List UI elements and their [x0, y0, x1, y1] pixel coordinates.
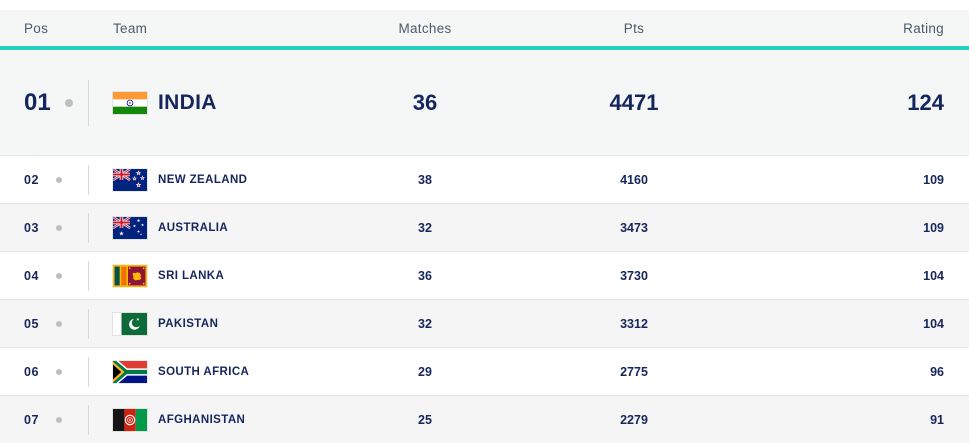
position-cell: 03	[0, 221, 88, 235]
team-cell: SRI LANKA	[88, 252, 320, 299]
team-name: AUSTRALIA	[158, 221, 229, 234]
india-flag-icon	[113, 91, 147, 114]
table-header: Pos Team Matches Pts Rating	[0, 10, 969, 46]
matches-value: 32	[418, 220, 432, 235]
accent-divider	[0, 46, 969, 50]
col-header-pos: Pos	[24, 20, 49, 36]
matches-value: 32	[418, 316, 432, 331]
position-label: 05	[24, 316, 39, 331]
team-row-afghanistan[interactable]: 07 AFGHANISTAN 25 2279 91	[0, 395, 969, 443]
rating-value: 91	[930, 412, 944, 427]
pts-value: 3312	[620, 316, 648, 331]
pts-value: 2775	[620, 364, 648, 379]
position-cell: 07	[0, 413, 88, 427]
col-header-pts: Pts	[623, 20, 645, 36]
team-name: PAKISTAN	[158, 317, 219, 330]
pts-value: 3730	[620, 268, 648, 283]
matches-value: 29	[418, 364, 432, 379]
team-name: AFGHANISTAN	[158, 413, 246, 426]
position-change-dot	[56, 224, 62, 231]
team-row-india[interactable]: 01 INDIA 36 4471 124	[0, 50, 969, 155]
matches-value: 36	[412, 89, 438, 115]
south-africa-flag-icon	[113, 360, 147, 383]
top-spacer	[0, 0, 969, 10]
position-change-dot	[56, 416, 62, 423]
team-name: SOUTH AFRICA	[158, 365, 250, 378]
team-row-australia[interactable]: 03 AUSTRALIA 32 3473 109	[0, 203, 969, 251]
position-cell: 04	[0, 269, 88, 283]
team-cell: NEW ZEALAND	[88, 156, 320, 203]
pts-value: 4471	[609, 89, 659, 115]
position-change-dot	[56, 176, 62, 183]
rating-value: 96	[930, 364, 944, 379]
team-cell: INDIA	[88, 50, 320, 155]
team-row-pakistan[interactable]: 05 PAKISTAN 32 3312 104	[0, 299, 969, 347]
team-cell: SOUTH AFRICA	[88, 348, 320, 395]
team-cell: AFGHANISTAN	[88, 396, 320, 443]
team-cell: AUSTRALIA	[88, 204, 320, 251]
position-label: 04	[24, 268, 39, 283]
new-zealand-flag-icon	[113, 168, 147, 191]
position-cell: 02	[0, 173, 88, 187]
position-cell: 05	[0, 317, 88, 331]
team-name: SRI LANKA	[158, 269, 225, 282]
position-label: 07	[24, 412, 39, 427]
col-header-matches: Matches	[398, 20, 452, 36]
team-name: INDIA	[158, 90, 217, 114]
team-name: NEW ZEALAND	[158, 173, 248, 186]
position-label: 02	[24, 172, 39, 187]
rating-value: 109	[923, 220, 944, 235]
position-label: 06	[24, 364, 39, 379]
position-change-dot	[65, 98, 73, 107]
position-label: 03	[24, 220, 39, 235]
pts-value: 2279	[620, 412, 648, 427]
rating-value: 104	[923, 316, 944, 331]
position-label: 01	[24, 88, 51, 116]
position-cell: 06	[0, 365, 88, 379]
rating-value: 124	[907, 89, 944, 115]
matches-value: 36	[418, 268, 432, 283]
position-change-dot	[56, 368, 62, 375]
pts-value: 3473	[620, 220, 648, 235]
matches-value: 38	[418, 172, 432, 187]
team-row-new-zealand[interactable]: 02 NEW ZEALAND 38 4160 109	[0, 155, 969, 203]
pakistan-flag-icon	[113, 312, 147, 335]
rating-value: 104	[923, 268, 944, 283]
position-cell: 01	[0, 89, 88, 117]
team-row-south-africa[interactable]: 06 SOUTH AFRICA 29 2775 96	[0, 347, 969, 395]
pts-value: 4160	[620, 172, 648, 187]
sri-lanka-flag-icon	[113, 264, 147, 287]
col-header-team: Team	[113, 20, 148, 36]
afghanistan-flag-icon	[113, 408, 147, 431]
position-change-dot	[56, 272, 62, 279]
matches-value: 25	[418, 412, 432, 427]
rating-value: 109	[923, 172, 944, 187]
australia-flag-icon	[113, 216, 147, 239]
col-header-rating: Rating	[903, 20, 944, 36]
position-change-dot	[56, 320, 62, 327]
team-row-sri-lanka[interactable]: 04 SRI LANKA 36 3730 104	[0, 251, 969, 299]
team-cell: PAKISTAN	[88, 300, 320, 347]
